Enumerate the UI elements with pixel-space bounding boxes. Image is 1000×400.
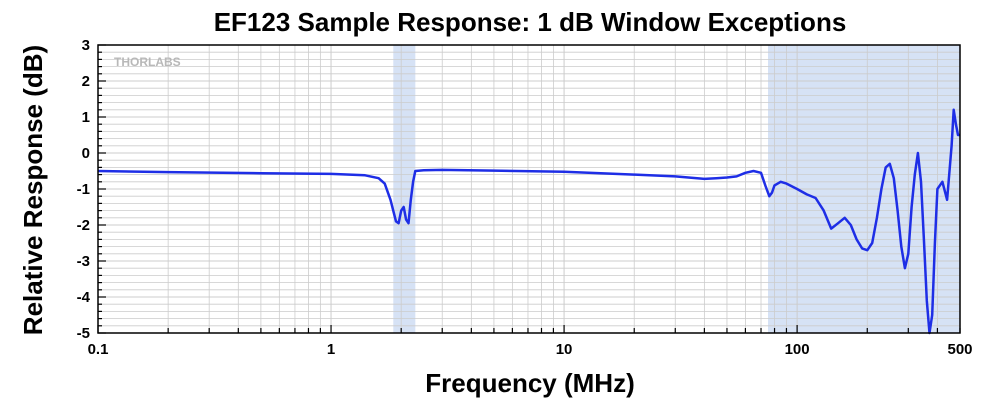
grid-lines xyxy=(97,44,961,334)
y-tick-label: 1 xyxy=(82,109,90,126)
x-axis-label: Frequency (MHz) xyxy=(425,368,634,398)
y-tick-label: 0 xyxy=(82,145,90,162)
y-tick-label: -1 xyxy=(77,181,90,198)
x-tick-label: 500 xyxy=(947,341,972,358)
series-group xyxy=(98,108,960,335)
y-tick-label: -3 xyxy=(77,253,90,270)
series-line-1 xyxy=(98,108,960,335)
x-tick-labels: 0.1 1 10 100 500 xyxy=(88,341,973,358)
axis-ticks xyxy=(97,44,961,334)
x-tick-label: 0.1 xyxy=(88,341,109,358)
x-tick-label: 1 xyxy=(327,341,335,358)
y-tick-label: -5 xyxy=(77,325,90,342)
y-tick-label: 3 xyxy=(82,37,90,54)
x-tick-label: 100 xyxy=(785,341,810,358)
y-axis-label: Relative Response (dB) xyxy=(18,45,48,335)
y-tick-labels: 3 2 1 0 -1 -2 -3 -4 -5 xyxy=(77,37,91,342)
y-tick-label: -2 xyxy=(77,217,90,234)
x-tick-label: 10 xyxy=(556,341,573,358)
y-tick-label: 2 xyxy=(82,73,90,90)
thorlabs-watermark: THORLABS xyxy=(114,55,181,69)
y-tick-label: -4 xyxy=(77,289,91,306)
chart-title: EF123 Sample Response: 1 dB Window Excep… xyxy=(214,7,847,37)
